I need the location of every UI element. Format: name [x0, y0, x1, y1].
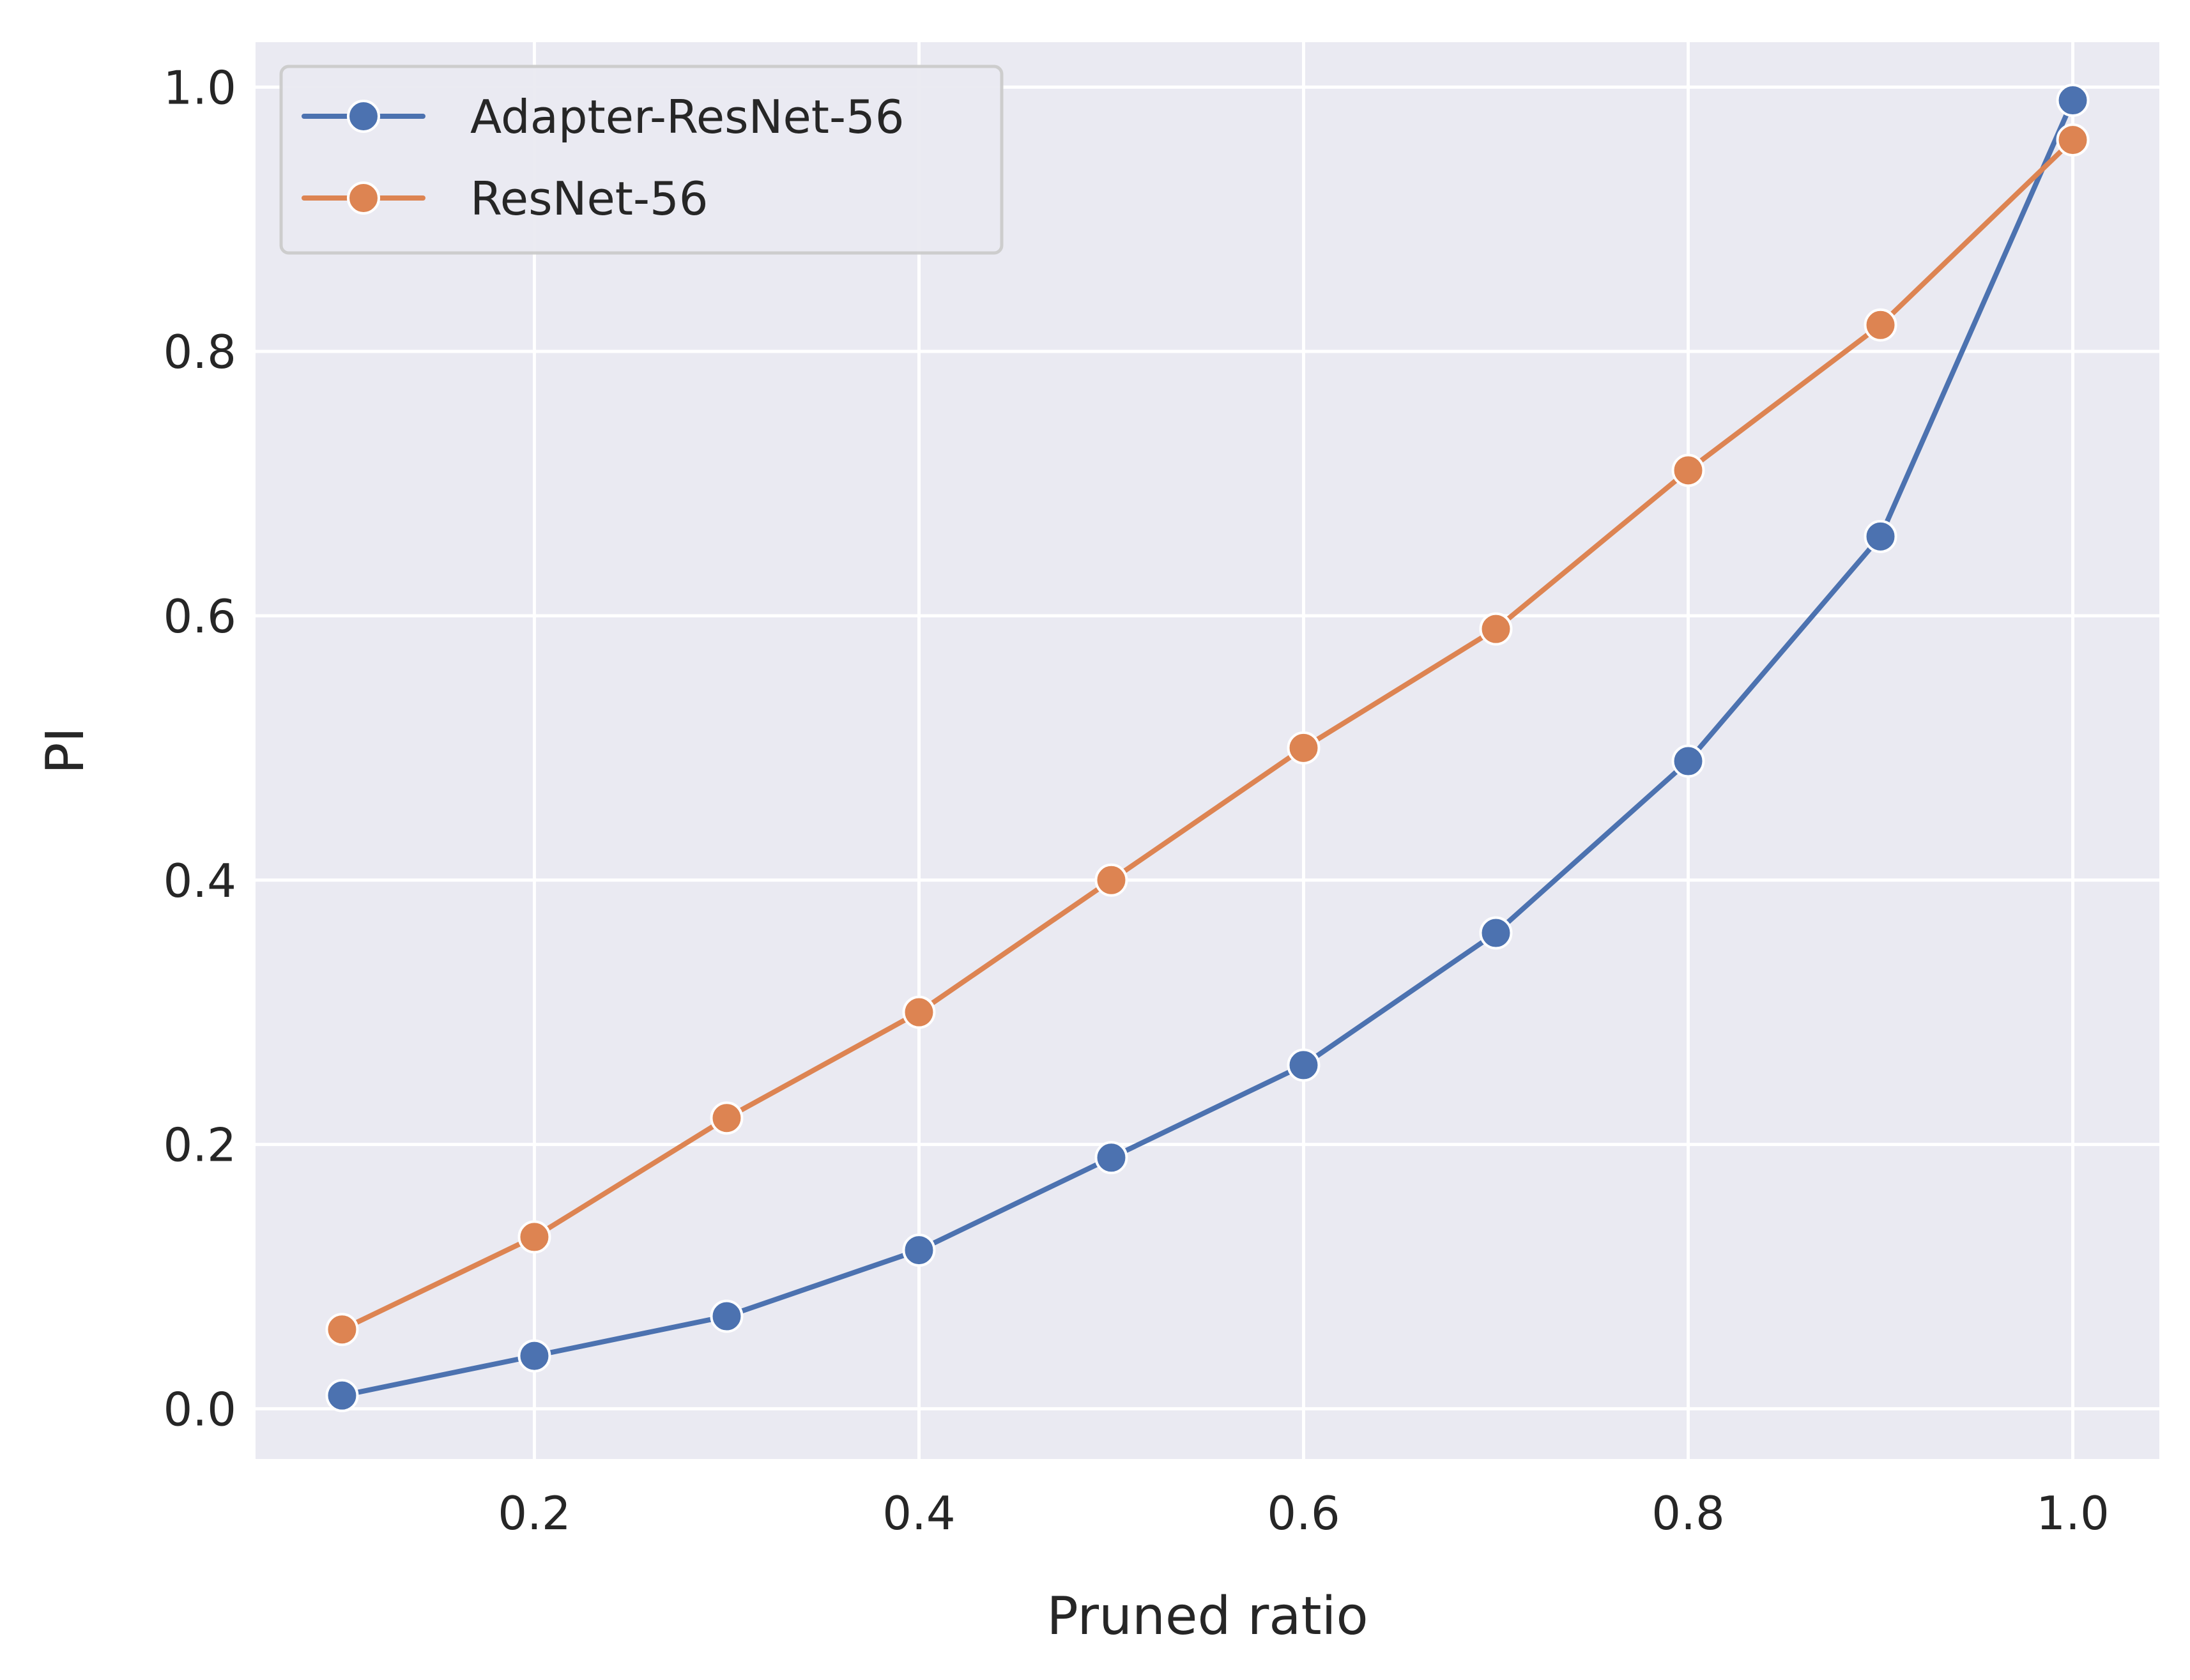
data-point — [1864, 308, 1897, 342]
legend: Adapter-ResNet-56 ResNet-56 — [279, 65, 1004, 255]
y-tick-label: 0.6 — [163, 590, 236, 643]
data-point — [1287, 731, 1321, 765]
data-point — [1094, 863, 1128, 897]
data-point — [710, 1299, 744, 1333]
series-group — [325, 84, 2090, 1412]
data-point — [1864, 519, 1897, 553]
data-point — [325, 1378, 359, 1412]
data-point — [710, 1101, 744, 1135]
data-point — [2056, 84, 2090, 118]
data-point — [1671, 454, 1705, 487]
y-tick-label: 0.8 — [163, 325, 236, 379]
x-tick-label: 0.4 — [882, 1486, 956, 1540]
series-line — [339, 137, 2076, 1333]
y-tick-label: 0.4 — [163, 854, 236, 908]
y-tick-label: 0.2 — [163, 1119, 236, 1172]
x-tick-label: 0.8 — [1651, 1486, 1725, 1540]
data-point — [2056, 123, 2090, 157]
data-point — [902, 1233, 936, 1267]
data-point — [1479, 916, 1513, 950]
data-point — [1479, 612, 1513, 646]
x-axis-title: Pruned ratio — [1046, 1586, 1368, 1647]
data-point — [1094, 1141, 1128, 1175]
x-tick-label: 0.2 — [498, 1486, 571, 1540]
legend-box — [279, 65, 1004, 255]
legend-marker — [347, 181, 380, 215]
data-point — [517, 1220, 551, 1254]
data-point — [325, 1313, 359, 1347]
data-point — [1287, 1048, 1321, 1082]
plot-background — [256, 42, 2159, 1459]
y-tick-label: 1.0 — [163, 61, 236, 114]
y-axis-title: PI — [35, 727, 96, 774]
tick-labels: 0.0 0.2 0.4 0.6 0.8 1.0 0.2 0.4 0.6 0.8 1.0 — [163, 61, 2109, 1540]
legend-marker — [347, 100, 380, 133]
x-tick-label: 1.0 — [2036, 1486, 2110, 1540]
y-tick-label: 0.0 — [163, 1382, 236, 1436]
series-1 — [325, 84, 2090, 1412]
data-point — [517, 1339, 551, 1373]
series-2 — [325, 123, 2090, 1347]
data-point — [1671, 744, 1705, 778]
legend-label: ResNet-56 — [470, 172, 708, 225]
series-line — [339, 98, 2076, 1398]
legend-label: Adapter-ResNet-56 — [470, 90, 905, 144]
data-point — [902, 995, 936, 1029]
x-tick-label: 0.6 — [1267, 1486, 1340, 1540]
plot-area — [256, 42, 2159, 1459]
